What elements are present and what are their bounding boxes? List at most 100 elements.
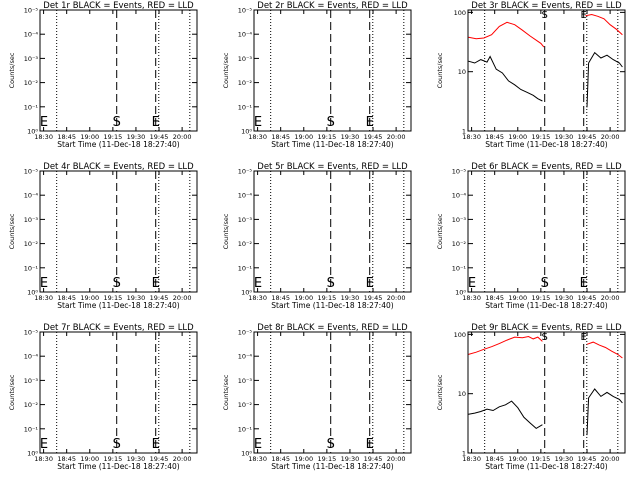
- x-tick-label: 18:30: [34, 455, 53, 463]
- x-tick-label: 18:45: [485, 133, 504, 141]
- panel-det-5: Det 5r BLACK = Events, RED = LLD S E E 18:30…: [222, 162, 412, 310]
- y-tick-label: 100: [454, 331, 466, 339]
- x-tick-label: 19:30: [127, 133, 146, 141]
- y-tick-label: 10⁻²: [238, 79, 253, 87]
- y-tick-label: 10⁻²: [24, 401, 39, 409]
- y-axis-label: Counts/sec: [222, 52, 230, 88]
- x-tick-label: 18:45: [271, 455, 290, 463]
- y-tick-label: 10⁻³: [452, 216, 467, 224]
- x-axis-label: Start Time (11-Dec-18 18:27:40): [57, 301, 179, 310]
- x-tick-label: 19:45: [150, 455, 169, 463]
- event-marker-label: E: [580, 276, 588, 291]
- panel-det-6: Det 6r BLACK = Events, RED = LLD S E E 18:30…: [436, 162, 626, 310]
- x-tick-label: 20:00: [601, 455, 620, 463]
- panel-title: Det 6r BLACK = Events, RED = LLD: [471, 162, 622, 172]
- y-tick-label: 10⁻⁴: [24, 353, 39, 361]
- panel-title: Det 2r BLACK = Events, RED = LLD: [257, 1, 408, 11]
- y-tick-label: 10⁻¹: [24, 425, 39, 433]
- event-marker-label: S: [113, 276, 121, 291]
- panel-title: Det 3r BLACK = Events, RED = LLD: [471, 1, 622, 11]
- y-tick-label: 100: [454, 9, 466, 17]
- y-tick-label: 10⁻²: [24, 240, 39, 248]
- panel-det-1: Det 1r BLACK = Events, RED = LLD S E E 18:30…: [8, 1, 198, 149]
- y-tick-label: 10⁻⁵: [24, 7, 39, 15]
- event-marker-label: S: [327, 276, 335, 291]
- y-axis-label: Counts/sec: [8, 374, 16, 410]
- y-tick-label: 10⁻²: [238, 240, 253, 248]
- lld-series-line: [468, 21, 545, 48]
- y-tick-label: 10⁰: [27, 128, 38, 136]
- plot-frame: [253, 331, 412, 454]
- x-axis-label: Start Time (11-Dec-18 18:27:40): [271, 462, 393, 471]
- y-tick-label: 10⁻⁴: [452, 192, 467, 200]
- panel-title: Det 8r BLACK = Events, RED = LLD: [257, 323, 408, 333]
- y-tick-label: 10⁻⁴: [238, 31, 253, 39]
- event-marker-label: E: [254, 437, 262, 452]
- x-tick-label: 19:30: [341, 455, 360, 463]
- event-marker-label: S: [113, 115, 121, 130]
- y-axis-label: Counts/sec: [222, 374, 230, 410]
- panel-title: Det 1r BLACK = Events, RED = LLD: [43, 1, 194, 11]
- event-marker-label: E: [152, 115, 160, 130]
- event-marker-label: E: [152, 276, 160, 291]
- lld-series-line: [585, 13, 623, 36]
- x-tick-label: 19:30: [127, 455, 146, 463]
- plot-frame: [253, 9, 412, 132]
- panel-det-7: Det 7r BLACK = Events, RED = LLD S E E 18:30…: [8, 323, 198, 471]
- y-axis-label: Counts/sec: [436, 213, 444, 249]
- event-marker-label: S: [541, 276, 549, 291]
- x-tick-label: 19:45: [150, 294, 169, 302]
- x-tick-label: 19:30: [341, 133, 360, 141]
- x-tick-label: 19:00: [80, 294, 99, 302]
- x-tick-label: 20:00: [387, 455, 406, 463]
- x-tick-label: 19:30: [555, 294, 574, 302]
- event-marker-label: S: [327, 115, 335, 130]
- y-tick-label: 10⁰: [241, 289, 252, 297]
- plot-frame: [467, 170, 626, 293]
- x-tick-label: 19:00: [508, 294, 527, 302]
- event-marker-label: S: [113, 437, 121, 452]
- y-tick-label: 10⁻³: [238, 377, 253, 385]
- event-marker-label: E: [581, 332, 587, 343]
- y-tick-label: 10⁻³: [238, 55, 253, 63]
- plot-frame: [253, 170, 412, 293]
- y-tick-label: 10⁰: [241, 450, 252, 458]
- panel-title: Det 7r BLACK = Events, RED = LLD: [43, 323, 194, 333]
- x-tick-label: 19:15: [317, 294, 336, 302]
- event-marker-label: E: [366, 276, 374, 291]
- y-tick-label: 10: [458, 68, 466, 76]
- y-tick-label: 10⁻⁴: [238, 353, 253, 361]
- y-tick-label: 10⁻¹: [238, 264, 253, 272]
- x-tick-label: 18:30: [462, 133, 481, 141]
- y-tick-label: 10⁻³: [24, 216, 39, 224]
- event-marker-label: E: [366, 115, 374, 130]
- x-tick-label: 19:30: [341, 294, 360, 302]
- x-tick-label: 19:30: [555, 455, 574, 463]
- x-tick-label: 19:15: [317, 455, 336, 463]
- event-marker-label: S: [327, 437, 335, 452]
- event-marker-label: E: [366, 437, 374, 452]
- x-tick-label: 20:00: [173, 294, 192, 302]
- x-tick-label: 19:45: [578, 133, 597, 141]
- x-tick-label: 20:00: [601, 294, 620, 302]
- x-tick-label: 19:00: [294, 133, 313, 141]
- plot-frame: [467, 331, 626, 454]
- x-axis-label: Start Time (11-Dec-18 18:27:40): [485, 301, 607, 310]
- y-tick-label: 10⁻¹: [452, 264, 467, 272]
- x-tick-label: 19:00: [508, 455, 527, 463]
- y-tick-label: 10⁻⁴: [24, 192, 39, 200]
- x-tick-label: 18:30: [34, 294, 53, 302]
- x-tick-label: 19:15: [103, 133, 122, 141]
- x-tick-label: 20:00: [601, 133, 620, 141]
- event-marker-label: S: [542, 10, 548, 21]
- y-tick-label: 10⁻⁵: [24, 329, 39, 337]
- event-marker-label: E: [581, 10, 587, 21]
- y-tick-label: 1: [462, 128, 466, 136]
- y-tick-label: 10⁻⁵: [238, 7, 253, 15]
- panel-title: Det 9r BLACK = Events, RED = LLD: [471, 323, 622, 333]
- y-axis-label: Counts/sec: [436, 52, 444, 88]
- x-tick-label: 19:15: [531, 455, 550, 463]
